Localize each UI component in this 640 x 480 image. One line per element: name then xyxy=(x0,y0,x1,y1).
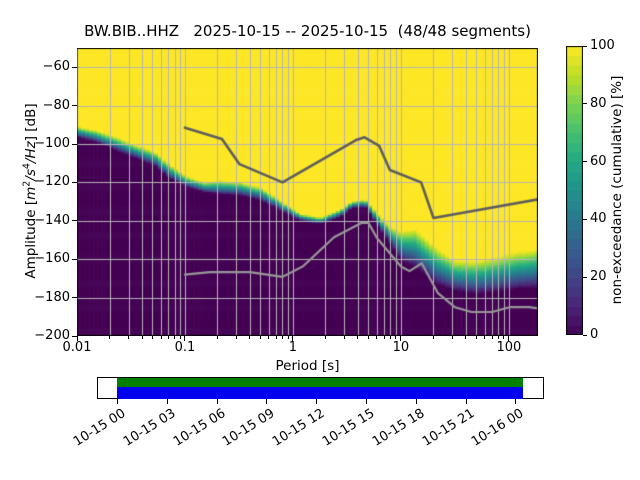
y-tick xyxy=(72,297,77,299)
ppsd-plot-area xyxy=(77,48,538,336)
y-tick-label: −120 xyxy=(34,174,70,190)
timeline-tick xyxy=(515,399,517,404)
timeline-tick xyxy=(316,399,318,404)
colorbar-tick xyxy=(583,161,587,163)
y-tick xyxy=(72,143,77,145)
timeline-tick-label: 10-15 06 xyxy=(170,406,229,450)
colorbar-tick xyxy=(583,334,587,336)
y-tick xyxy=(72,220,77,222)
x-minor-tick xyxy=(324,336,326,339)
x-minor-tick xyxy=(141,336,143,339)
timeline-tick xyxy=(266,399,268,404)
y-tick xyxy=(72,335,77,337)
x-minor-tick xyxy=(128,336,130,339)
colorbar-tick-label: 80 xyxy=(590,95,607,111)
x-minor-tick xyxy=(432,336,434,339)
colorbar-tick xyxy=(583,45,587,47)
colorbar-tick-label: 0 xyxy=(590,327,599,342)
x-major-tick xyxy=(76,336,78,341)
timeline-tick-label: 10-15 09 xyxy=(220,406,278,450)
x-minor-tick xyxy=(491,336,493,339)
x-minor-tick xyxy=(389,336,391,339)
colorbar-canvas xyxy=(566,46,583,335)
colorbar-tick-label: 40 xyxy=(590,211,607,227)
x-minor-tick xyxy=(259,336,261,339)
x-minor-tick xyxy=(151,336,153,339)
colorbar-tick-label: 100 xyxy=(590,38,615,53)
x-minor-tick xyxy=(343,336,345,339)
colorbar-tick-label: 20 xyxy=(590,269,607,285)
x-minor-tick xyxy=(376,336,378,339)
x-major-tick xyxy=(184,336,186,341)
timeline-tick xyxy=(415,399,417,404)
timeline-tick xyxy=(216,399,218,404)
y-tick-label: −160 xyxy=(34,251,70,267)
timeline-tick xyxy=(465,399,467,404)
colorbar xyxy=(566,46,583,335)
colorbar-tick xyxy=(583,218,587,220)
x-major-tick xyxy=(508,336,510,341)
x-minor-tick xyxy=(179,336,181,339)
x-minor-tick xyxy=(174,336,175,339)
colorbar-label: non-exceedance (cumulative) [%] xyxy=(609,75,625,305)
x-minor-tick xyxy=(281,336,283,339)
x-minor-tick xyxy=(275,336,277,339)
timeline-tick xyxy=(366,399,367,404)
x-minor-tick xyxy=(235,336,237,339)
coverage-timeline xyxy=(97,377,544,399)
x-minor-tick xyxy=(451,336,453,339)
timeline-tick-label: 10-15 12 xyxy=(270,406,328,450)
x-minor-tick xyxy=(287,336,289,339)
x-tick-label: 0.1 xyxy=(174,340,196,355)
x-minor-tick xyxy=(503,336,505,339)
timeline-tick xyxy=(117,399,118,404)
timeline-tick-label: 10-15 00 xyxy=(70,406,129,450)
timeline-tick-label: 10-15 18 xyxy=(369,406,428,450)
colorbar-tick-label: 60 xyxy=(590,153,607,169)
x-axis-label: Period [s] xyxy=(275,358,340,374)
ppsd-heatmap-canvas xyxy=(77,48,538,336)
x-minor-tick xyxy=(475,336,477,339)
y-tick xyxy=(72,66,77,68)
y-tick-label: −100 xyxy=(34,136,70,151)
y-tick-label: −60 xyxy=(42,59,70,75)
timeline-tick-label: 10-16 00 xyxy=(469,406,527,450)
coverage-bar-green xyxy=(117,378,523,387)
x-major-tick xyxy=(400,336,402,341)
x-minor-tick xyxy=(249,336,251,339)
y-tick xyxy=(72,258,77,260)
x-minor-tick xyxy=(367,336,369,339)
x-minor-tick xyxy=(268,336,270,339)
timeline-tick xyxy=(166,399,168,404)
x-minor-tick xyxy=(216,336,218,339)
y-tick-label: −200 xyxy=(34,328,70,343)
x-minor-tick xyxy=(357,336,359,339)
x-minor-tick xyxy=(497,336,499,339)
y-tick-label: −80 xyxy=(42,97,70,113)
x-minor-tick xyxy=(383,336,385,339)
y-tick xyxy=(72,181,77,183)
x-tick-label: 0.01 xyxy=(62,340,92,355)
x-tick-label: 1 xyxy=(288,340,298,355)
coverage-bar-blue xyxy=(117,387,523,399)
x-minor-tick xyxy=(395,336,397,339)
colorbar-tick xyxy=(583,103,587,105)
x-minor-tick xyxy=(167,336,169,339)
x-minor-tick xyxy=(484,336,486,339)
y-tick-label: −140 xyxy=(34,212,70,228)
y-tick xyxy=(72,105,77,107)
figure-title: BW.BIB..HHZ 2025-10-15 -- 2025-10-15 (48… xyxy=(84,22,531,40)
timeline-tick-label: 10-15 15 xyxy=(319,406,378,450)
x-minor-tick xyxy=(465,336,467,339)
x-tick-label: 10 xyxy=(392,340,410,355)
x-tick-label: 100 xyxy=(496,340,522,355)
colorbar-tick xyxy=(583,276,587,278)
x-minor-tick xyxy=(160,336,162,339)
timeline-tick-label: 10-15 03 xyxy=(120,406,179,450)
timeline-tick-label: 10-15 21 xyxy=(419,406,478,450)
x-major-tick xyxy=(292,336,294,341)
y-tick-label: −180 xyxy=(34,289,70,305)
x-minor-tick xyxy=(109,336,110,339)
